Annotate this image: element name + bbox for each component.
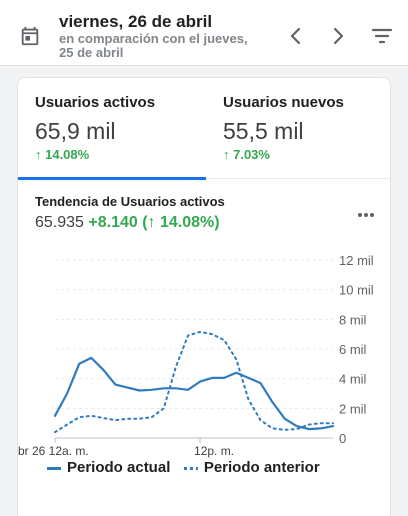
date-range[interactable]: viernes, 26 de abril en comparación con … — [59, 11, 279, 60]
legend-swatch-dotted — [183, 466, 198, 470]
trend-stats: 65.935 +8.140 (↑ 14.08%) — [35, 214, 220, 232]
tab-value: 65,9 mil — [35, 118, 116, 144]
more-horizontal-icon[interactable] — [355, 205, 377, 225]
date-title: viernes, 26 de abril — [59, 12, 213, 31]
metrics-card: Usuarios activos 65,9 mil ↑ 14.08% Usuar… — [17, 77, 391, 516]
tab-active-users[interactable]: Usuarios activos 65,9 mil ↑ 14.08% — [18, 78, 206, 180]
x-tick-label: br 26 12a. m. — [18, 444, 89, 458]
x-tick-label: 12p. m. — [194, 444, 234, 458]
y-tick-label: 0 — [339, 431, 346, 446]
tab-change: ↑ 7.03% — [223, 147, 270, 162]
tab-value: 55,5 mil — [223, 118, 304, 144]
y-tick-label: 12 mil — [339, 253, 374, 268]
trend-title: Tendencia de Usuarios activos — [35, 194, 225, 209]
legend-item-previous[interactable]: Periodo anterior — [183, 459, 320, 477]
y-tick-label: 2 mil — [339, 401, 367, 416]
metric-tabs: Usuarios activos 65,9 mil ↑ 14.08% Usuar… — [18, 78, 390, 180]
trend-delta: +8.140 (↑ 14.08%) — [88, 214, 220, 231]
y-tick-label: 4 mil — [339, 372, 367, 387]
y-tick-label: 6 mil — [339, 342, 367, 357]
chevron-left-icon[interactable] — [284, 24, 308, 48]
legend-label: Periodo actual — [67, 459, 171, 477]
tab-new-users[interactable]: Usuarios nuevos 55,5 mil ↑ 7.03% — [206, 78, 390, 179]
date-header: viernes, 26 de abril en comparación con … — [0, 0, 408, 66]
calendar-icon[interactable] — [19, 25, 41, 47]
series-line-previous — [54, 330, 334, 434]
y-tick-label: 10 mil — [339, 283, 374, 298]
legend-swatch-solid — [47, 466, 61, 470]
legend-item-current[interactable]: Periodo actual — [47, 459, 170, 476]
trend-chart: 0 2 mil 4 mil 6 mil 8 mil 10 mil 12 mil br 26 1… — [18, 253, 374, 458]
y-tick-label: 8 mil — [339, 312, 367, 327]
tab-label: Usuarios nuevos — [223, 94, 344, 111]
legend-label: Periodo anterior — [203, 459, 320, 477]
chevron-right-icon[interactable] — [326, 24, 350, 48]
tab-change: ↑ 14.08% — [35, 147, 90, 162]
comparison-line-1: en comparación con el jueves, — [59, 31, 248, 46]
comparison-line-2: 25 de abril — [59, 45, 124, 60]
series-line-current — [53, 356, 335, 431]
trend-total: 65.935 — [35, 214, 84, 231]
tab-selected-indicator — [18, 177, 206, 180]
tab-label: Usuarios activos — [35, 94, 156, 111]
chart-legend: Periodo actual Periodo anterior — [47, 459, 320, 479]
filter-icon[interactable] — [370, 24, 394, 48]
